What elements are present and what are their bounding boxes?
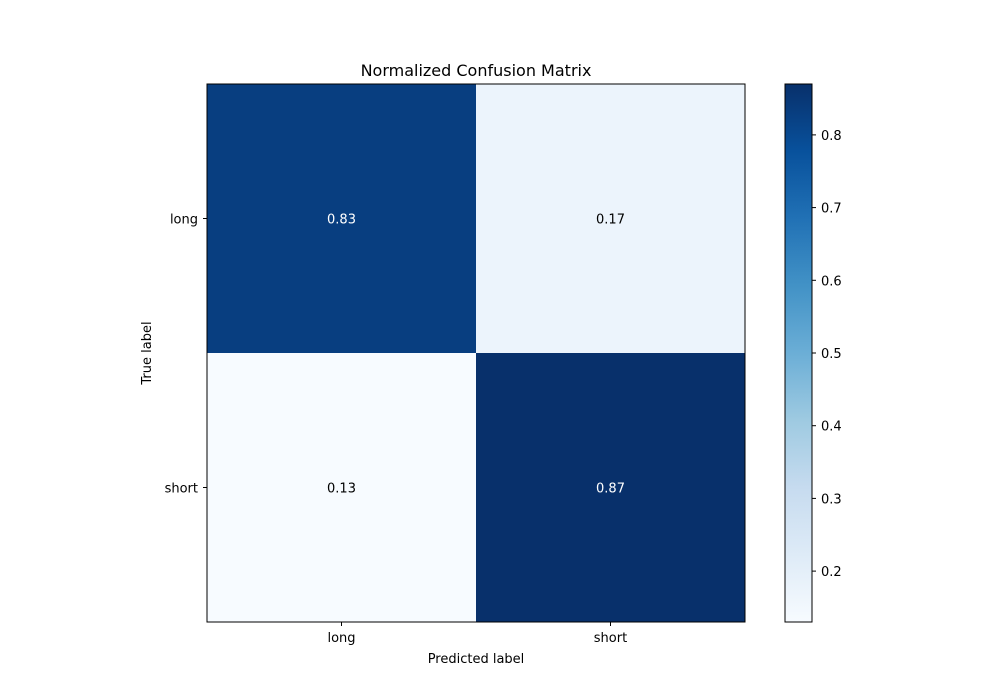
x-axis-ticks: long short — [327, 622, 627, 646]
colorbar — [785, 84, 812, 622]
colorbar-tick-label: 0.2 — [821, 565, 842, 580]
heatmap-cells — [207, 84, 745, 622]
cell-value-label: 0.83 — [327, 213, 356, 228]
x-axis-label: Predicted label — [428, 652, 525, 667]
y-tick-label: long — [170, 213, 198, 228]
colorbar-tick-label: 0.4 — [821, 420, 842, 435]
x-tick-label: short — [594, 631, 627, 646]
colorbar-tick-label: 0.3 — [821, 492, 842, 507]
colorbar-tick-label: 0.5 — [821, 347, 842, 362]
chart-title: Normalized Confusion Matrix — [361, 61, 592, 80]
cell-value-label: 0.17 — [596, 213, 625, 228]
cell-value-label: 0.13 — [327, 482, 356, 497]
y-axis-label: True label — [140, 321, 155, 385]
colorbar-tick-label: 0.8 — [821, 129, 842, 144]
colorbar-tick-label: 0.7 — [821, 202, 842, 217]
y-axis-ticks: long short — [165, 213, 207, 497]
colorbar-tick-label: 0.6 — [821, 274, 842, 289]
x-tick-label: long — [327, 631, 355, 646]
colorbar-ticks: 0.2 0.3 0.4 0.5 0.6 0.7 0.8 — [812, 129, 842, 580]
cell-value-label: 0.87 — [596, 482, 625, 497]
y-tick-label: short — [165, 482, 198, 497]
